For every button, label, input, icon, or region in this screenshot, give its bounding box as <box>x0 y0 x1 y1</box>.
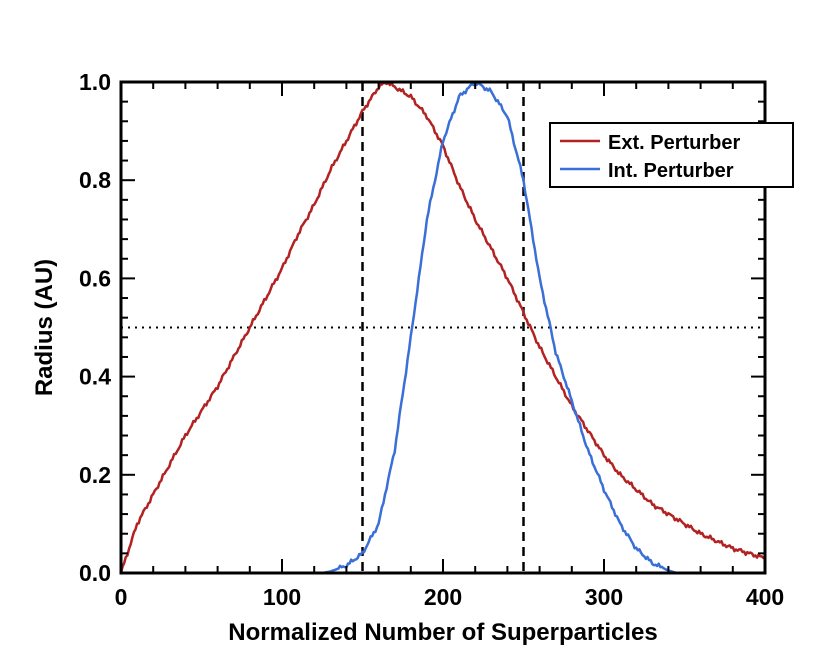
y-tick-label: 0.0 <box>79 560 111 586</box>
y-tick-label: 0.8 <box>79 167 111 193</box>
legend-label-int-perturber: Int. Perturber <box>608 160 734 182</box>
y-tick-label: 0.6 <box>79 265 111 291</box>
x-tick-label: 300 <box>585 584 623 610</box>
legend-label-ext-perturber: Ext. Perturber <box>608 132 740 154</box>
x-tick-label: 0 <box>115 584 128 610</box>
y-tick-label: 0.2 <box>79 462 111 488</box>
x-axis-title: Normalized Number of Superparticles <box>228 619 657 646</box>
x-tick-label: 400 <box>746 584 784 610</box>
legend-box <box>549 122 794 188</box>
x-tick-label: 100 <box>263 584 301 610</box>
y-tick-label: 0.4 <box>79 364 111 390</box>
legend: Ext. Perturber Int. Perturber <box>549 122 794 188</box>
y-axis-title: Radius (AU) <box>31 259 58 396</box>
series-line-int-perturber <box>322 80 677 575</box>
x-tick-label: 200 <box>424 584 462 610</box>
y-tick-label: 1.0 <box>79 69 111 95</box>
